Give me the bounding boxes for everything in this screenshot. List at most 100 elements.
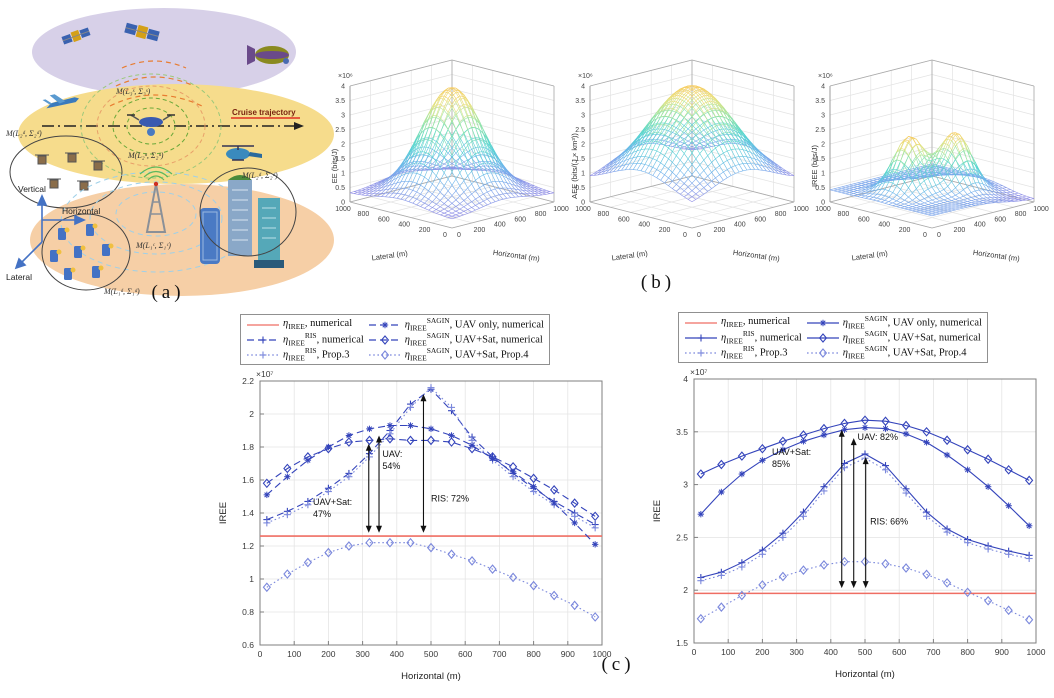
- legend-label: ηIREESAGIN, UAV only, numerical: [842, 314, 982, 331]
- svg-text:4: 4: [683, 374, 688, 384]
- svg-text:0.5: 0.5: [575, 185, 585, 192]
- x-axis-label: Horizontal (m): [835, 669, 895, 680]
- legend-label: ηIREE, numerical: [721, 315, 791, 330]
- legend-line-sample: [368, 321, 401, 328]
- svg-text:UAV:54%: UAV: 54%: [382, 449, 402, 471]
- grid-lines: [693, 378, 1037, 644]
- legend-label: ηIREERIS, Prop.3: [283, 346, 350, 363]
- svg-text:1.5: 1.5: [815, 156, 825, 163]
- svg-text:1.2: 1.2: [242, 541, 254, 551]
- svg-text:0.6: 0.6: [242, 640, 254, 650]
- svg-text:0: 0: [443, 232, 447, 239]
- legend-line-sample: [806, 347, 839, 358]
- axes-box: [829, 59, 1035, 229]
- annotations: UAV+Sat: 85%UAV: 82%RIS: 66%: [772, 432, 908, 526]
- ground-users-label: M(L₁ᵈ, Σ₁ᵈ): [103, 287, 140, 296]
- legend-item-5: ηIREESAGIN, UAV+Sat, Prop.4: [806, 344, 982, 361]
- svg-text:2: 2: [341, 142, 345, 149]
- svg-text:900: 900: [561, 649, 575, 659]
- uav-layer-label: M(L₂ᵘ, Σ₂ᵘ): [127, 151, 164, 160]
- legend-label: ηIREESAGIN, UAV+Sat, Prop.4: [842, 344, 967, 361]
- legend-item-4: ηIREESAGIN, UAV+Sat, numerical: [806, 329, 982, 346]
- annotations: UAV+Sat: 47% UAV: 54% RIS: 72%: [313, 449, 469, 519]
- svg-text:1: 1: [581, 171, 585, 178]
- airship-icon: [247, 45, 289, 65]
- svg-text:100: 100: [287, 649, 301, 659]
- svg-text:600: 600: [858, 216, 870, 223]
- drone-swarm-icons: [35, 152, 105, 191]
- legend-item-4: ηIREESAGIN, UAV+Sat, numerical: [368, 331, 544, 348]
- legend-item-0: ηIREE, numerical: [684, 315, 802, 330]
- svg-text:3: 3: [581, 113, 585, 120]
- tick-labels: 0 100 200 300 400 500 600 700 800 900 1000 1.5 2 2.5 3…: [676, 374, 1046, 657]
- z-scale-label: ×10⁶: [818, 73, 833, 80]
- svg-text:1.5: 1.5: [575, 156, 585, 163]
- x-axis-label: Horizontal (m): [492, 248, 540, 264]
- tick-labels: 00.511.522.533.5402004006008001000020040…: [575, 84, 809, 240]
- legend-left: ηIREE, numerical ηIREERIS, numerical ηIREE…: [240, 314, 550, 365]
- svg-text:500: 500: [424, 649, 438, 659]
- svg-text:800: 800: [598, 211, 610, 218]
- svg-text:0.5: 0.5: [815, 185, 825, 192]
- svg-text:400: 400: [974, 222, 986, 229]
- svg-text:600: 600: [378, 216, 390, 223]
- series-3: [263, 422, 599, 548]
- surface-mesh: [349, 87, 555, 220]
- series-4: [262, 433, 600, 522]
- svg-text:200: 200: [419, 227, 431, 234]
- svg-text:500: 500: [858, 647, 872, 657]
- legend-item-2: ηIREERIS, Prop.3: [246, 346, 364, 363]
- svg-text:400: 400: [494, 222, 506, 229]
- svg-text:0: 0: [258, 649, 263, 659]
- cell-tower-icon: [139, 166, 173, 233]
- svg-text:0: 0: [923, 232, 927, 239]
- base-station-label: M(L₁ᶜ, Σ₁ᶜ): [135, 241, 171, 250]
- legend-line-sample: [806, 332, 839, 343]
- series-4: [696, 415, 1034, 486]
- svg-text:400: 400: [878, 222, 890, 229]
- iree-line-chart-left: ηIREE, numerical ηIREERIS, numerical ηIREE…: [214, 314, 614, 692]
- air-layer-ellipse: [18, 84, 334, 184]
- svg-text:700: 700: [926, 647, 940, 657]
- legend-label: ηIREESAGIN, UAV+Sat, numerical: [842, 329, 981, 346]
- surface-mesh: [829, 132, 1035, 217]
- drone-swarm-label: M(L₂ᵈ, Σ₂ᵈ): [5, 129, 42, 138]
- legend-label: ηIREERIS, numerical: [721, 329, 802, 346]
- svg-text:0: 0: [341, 200, 345, 207]
- caption-b: (b): [640, 272, 676, 293]
- svg-text:600: 600: [754, 216, 766, 223]
- svg-text:200: 200: [474, 227, 486, 234]
- svg-text:0: 0: [683, 232, 687, 239]
- svg-text:2.5: 2.5: [575, 127, 585, 134]
- legend-line-sample: [368, 349, 401, 360]
- z-axis-label: AEE (bits/(J × km³)): [570, 133, 579, 199]
- legend-item-2: ηIREERIS, Prop.3: [684, 344, 802, 361]
- svg-text:2: 2: [821, 142, 825, 149]
- legend-item-3: ηIREESAGIN, UAV only, numerical: [368, 316, 544, 333]
- svg-text:400: 400: [638, 222, 650, 229]
- svg-text:300: 300: [356, 649, 370, 659]
- svg-text:1000: 1000: [593, 649, 612, 659]
- svg-text:2: 2: [249, 409, 254, 419]
- svg-text:1.5: 1.5: [676, 638, 688, 648]
- legend-line-sample: [806, 319, 839, 326]
- ground-layer-ellipse: [30, 184, 334, 296]
- svg-text:0.8: 0.8: [242, 607, 254, 617]
- caption-a: (a): [151, 282, 185, 303]
- iree-surface-plot: 00.511.522.533.5402004006008001000020040…: [810, 59, 1049, 263]
- svg-text:RIS: 72%: RIS: 72%: [431, 493, 469, 503]
- svg-text:1.8: 1.8: [242, 442, 254, 452]
- svg-text:3.5: 3.5: [575, 98, 585, 105]
- svg-text:600: 600: [618, 216, 630, 223]
- series-3: [697, 424, 1033, 529]
- svg-text:0.5: 0.5: [335, 185, 345, 192]
- svg-text:200: 200: [899, 227, 911, 234]
- legend-item-3: ηIREESAGIN, UAV only, numerical: [806, 314, 982, 331]
- axes-box: [349, 59, 555, 229]
- svg-text:1: 1: [821, 171, 825, 178]
- svg-text:1000: 1000: [335, 206, 351, 213]
- svg-text:3.5: 3.5: [815, 98, 825, 105]
- svg-text:0: 0: [697, 232, 701, 239]
- svg-text:600: 600: [458, 649, 472, 659]
